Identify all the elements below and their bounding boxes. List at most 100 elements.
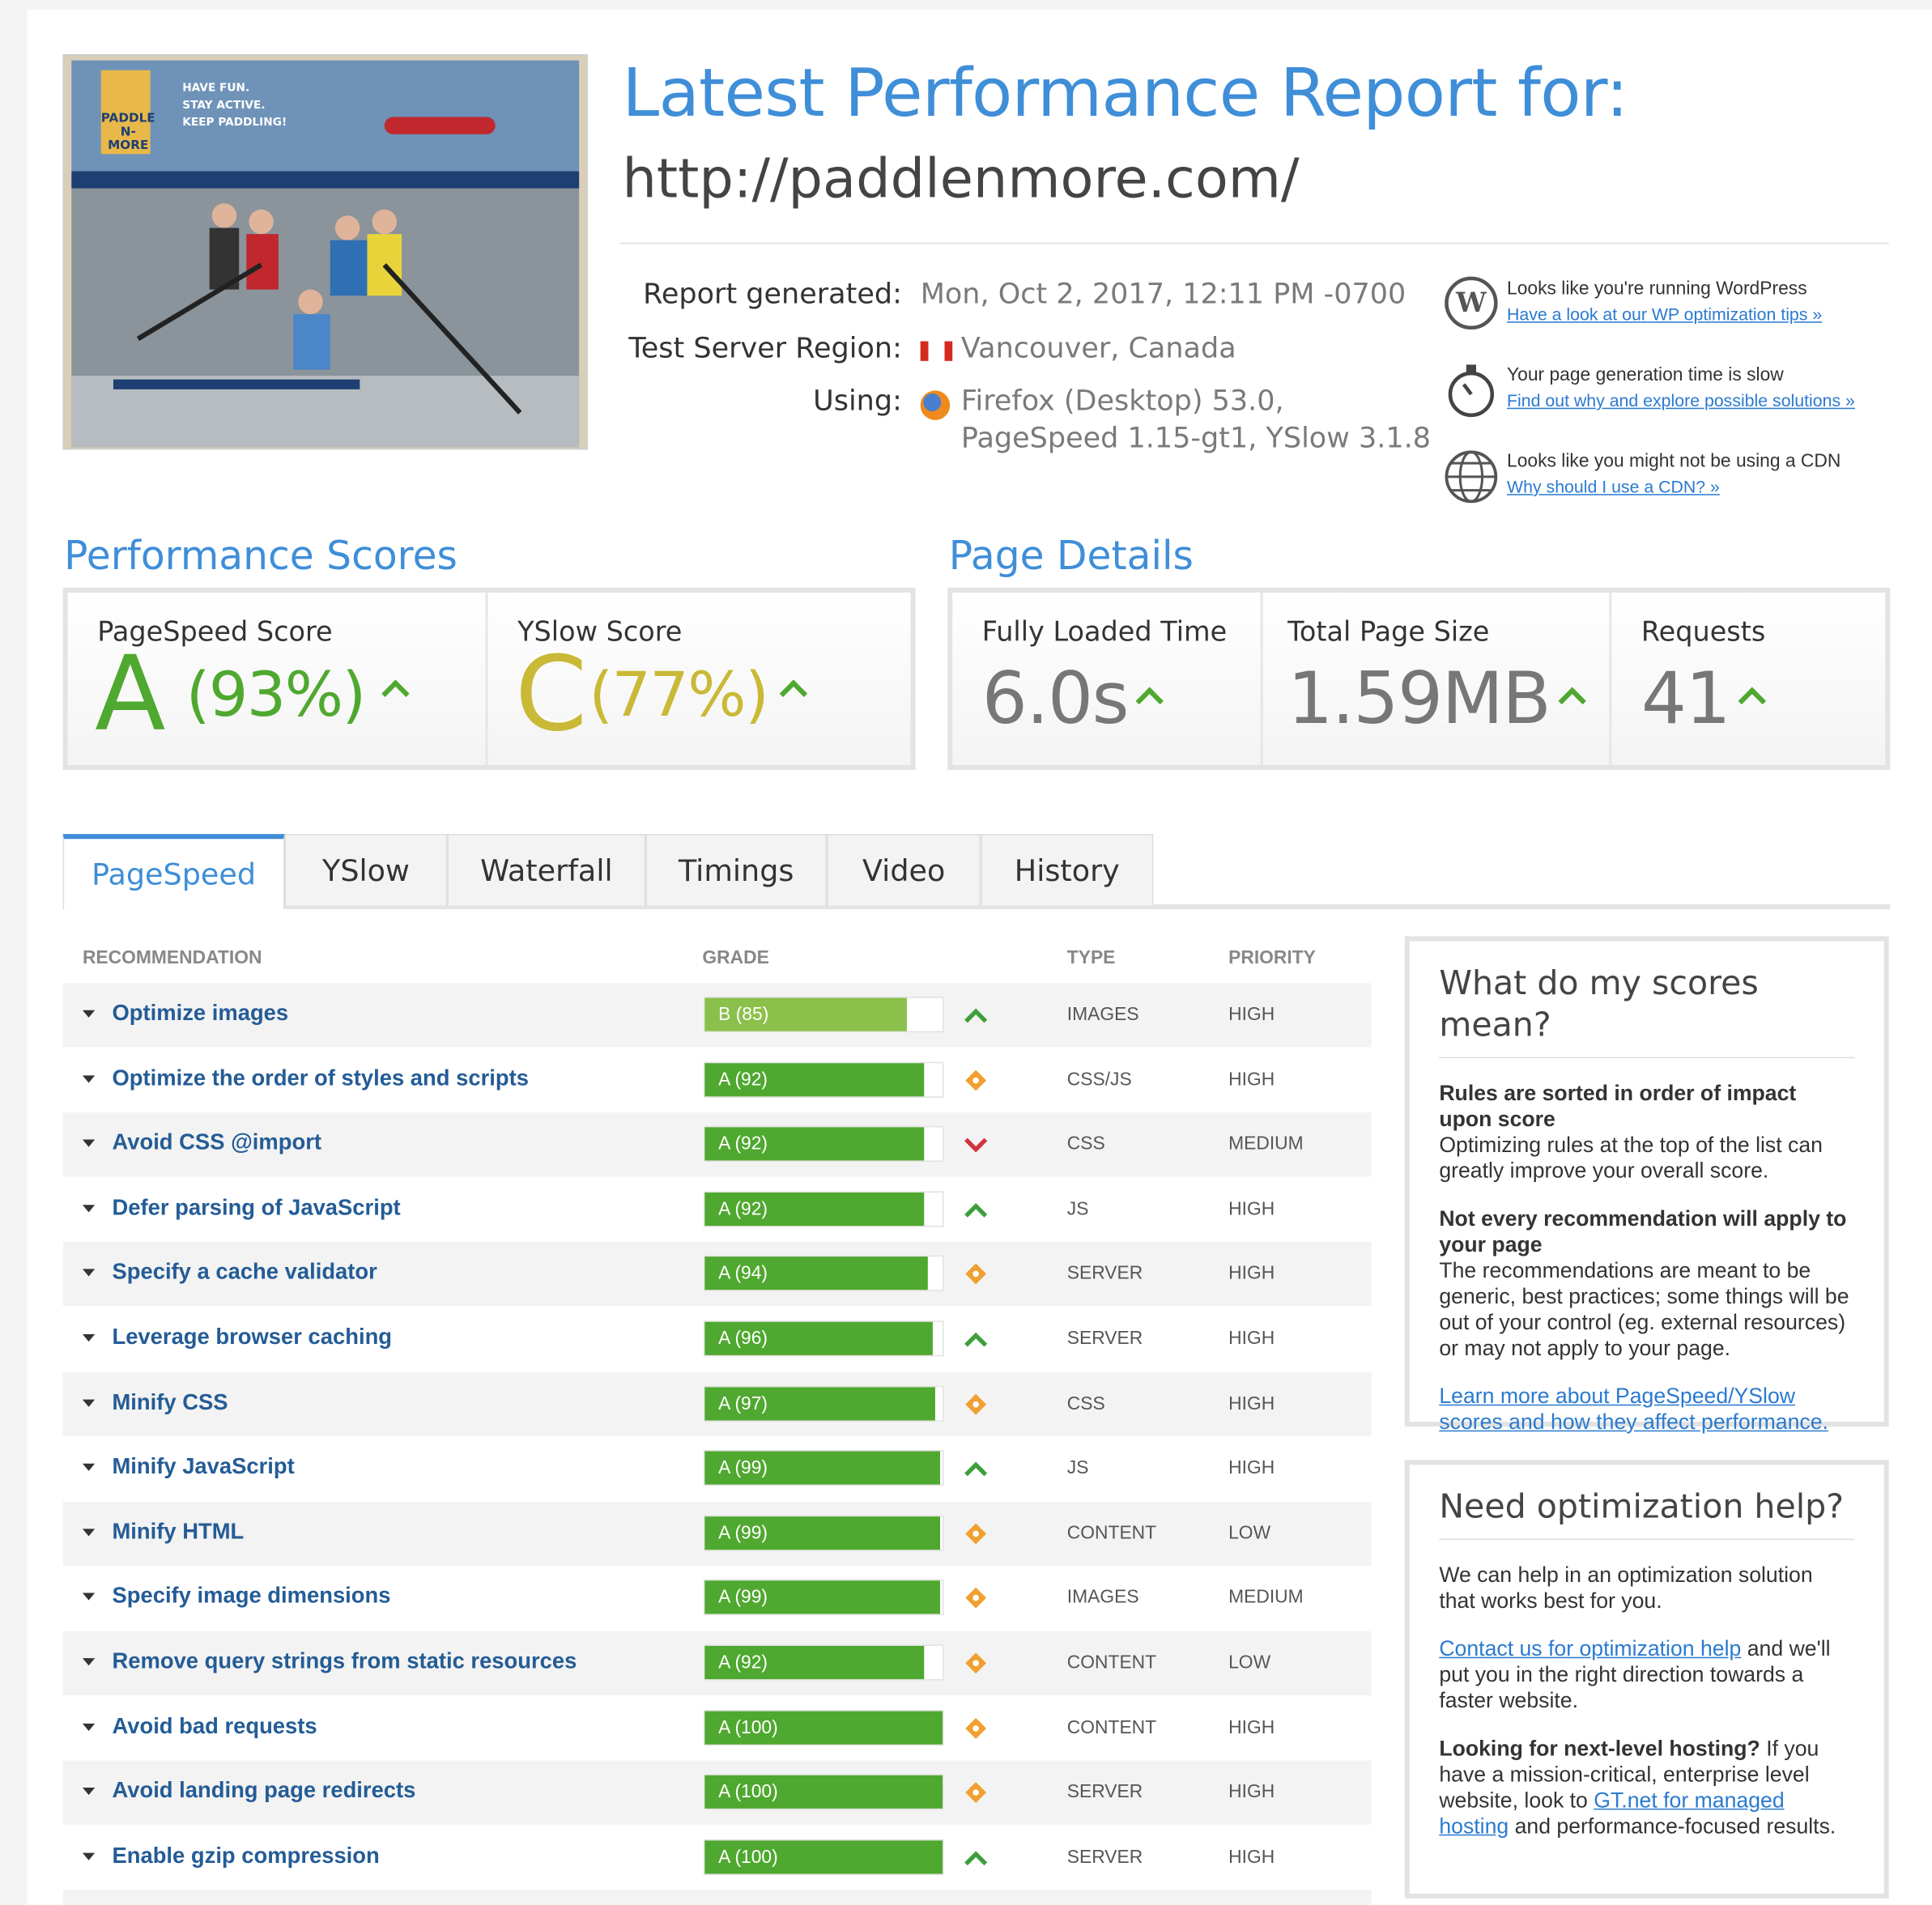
expand-arrow (82, 1593, 96, 1601)
recommendation-row[interactable]: Avoid CSS @import A (92) CSS MEDIUM (62, 1112, 1372, 1177)
tagline-line: KEEP PADDLING! (182, 117, 287, 130)
notice-text: Looks like you might not be using a CDN (1507, 450, 1841, 472)
recommendation-row[interactable]: Specify image dimensions A (99) IMAGES MEDI… (62, 1566, 1372, 1631)
notice-link[interactable]: Have a look at our WP optimization tips … (1507, 304, 1823, 325)
recommendation-row[interactable]: Optimize the order of styles and scripts… (62, 1048, 1372, 1112)
trend-icon (962, 1457, 989, 1479)
expand-arrow (82, 1204, 96, 1213)
info-label: Report generated: (643, 278, 902, 311)
type: JS (1066, 1198, 1089, 1220)
priority: HIGH (1228, 1716, 1275, 1738)
tab[interactable]: Video (827, 834, 981, 906)
tab[interactable]: Waterfall (447, 834, 646, 906)
tab[interactable]: PageSpeed (62, 834, 285, 909)
recommendation-row[interactable]: Minify CSS A (97) CSS HIGH (62, 1371, 1372, 1436)
text: If you have a mission-critical, enterpri… (1439, 1736, 1819, 1813)
link[interactable]: Contact us for optimization help (1439, 1635, 1742, 1661)
recommendation-name: Avoid CSS @import (112, 1129, 322, 1155)
tab[interactable]: YSlow (284, 834, 448, 906)
expand-arrow (82, 1788, 96, 1796)
score-percent: (77%) (589, 659, 768, 731)
grade-bar (704, 997, 908, 1031)
sidebar-paragraph: Not every recommendation will apply to y… (1439, 1206, 1854, 1362)
grade-bar (704, 1062, 924, 1096)
recommendation-row[interactable]: Minify HTML A (99) CONTENT LOW (62, 1501, 1372, 1566)
recommendation-name: Minify JavaScript (112, 1453, 295, 1479)
wordpress-icon-letter: W (1455, 287, 1487, 318)
recommendation-name: Minify HTML (112, 1518, 245, 1544)
priority: HIGH (1228, 1846, 1275, 1868)
notice-link[interactable]: Why should I use a CDN? » (1507, 476, 1720, 497)
grade-label: B (85) (718, 1004, 769, 1026)
type: IMAGES (1066, 1587, 1139, 1609)
grade-track: A (94) (703, 1256, 944, 1292)
detail-cell: Total Page Size 1.59MB (1258, 592, 1612, 765)
link[interactable]: GT.net for managed hosting (1439, 1787, 1785, 1839)
notice-icons: W (1445, 276, 1498, 504)
grade-track: A (99) (703, 1450, 944, 1486)
sidebar-paragraph: Looking for next-level hosting? If you h… (1439, 1736, 1854, 1839)
column-header: PRIORITY (1228, 947, 1316, 969)
recommendation-row[interactable]: Minify JavaScript A (99) JS HIGH (62, 1436, 1372, 1501)
trend-icon (962, 1652, 989, 1674)
notice-link[interactable]: Find out why and explore possible soluti… (1507, 390, 1855, 410)
bold-text: Not every recommendation will apply to y… (1439, 1206, 1847, 1257)
recommendation-row[interactable]: Leverage browser caching A (96) SERVER HIGH (62, 1307, 1372, 1371)
tab[interactable]: History (981, 834, 1154, 906)
info-value: Mon, Oct 2, 2017, 12:11 PM -0700 (920, 278, 1406, 311)
info-value: PageSpeed 1.15-gt1, YSlow 3.1.8 (960, 422, 1432, 455)
recommendation-row[interactable]: Optimize images B (85) IMAGES HIGH (62, 983, 1372, 1048)
score-arrow (779, 679, 808, 708)
recommendation-row[interactable]: Avoid bad requests A (100) CONTENT HIGH (62, 1695, 1372, 1760)
type: CSS/JS (1066, 1069, 1132, 1091)
section-title: Page Details (948, 532, 1194, 580)
recommendation-name: Avoid bad requests (112, 1713, 317, 1738)
grade-bar (704, 1127, 924, 1161)
recommendation-row[interactable]: Enable gzip compression A (100) SERVER HIGH (62, 1825, 1372, 1890)
sidebar-paragraph: Learn more about PageSpeed/YSlow scores … (1439, 1384, 1854, 1435)
text: and we'll put you in the right direction… (1439, 1635, 1831, 1713)
tab[interactable]: Timings (645, 834, 828, 906)
score-cell: YSlow Score C (77%) (488, 593, 911, 765)
recommendation-row[interactable]: Defer parsing of JavaScript A (92) JS HIGH (62, 1177, 1372, 1242)
detail-arrow (1558, 687, 1586, 716)
expand-arrow (82, 1269, 96, 1278)
priority: HIGH (1228, 1328, 1275, 1350)
score-label: PageSpeed Score (97, 617, 333, 648)
tagline-line: STAY ACTIVE. (182, 100, 266, 113)
expand-arrow (82, 1658, 96, 1666)
grade-label: A (92) (718, 1652, 768, 1673)
score-grade: C (515, 633, 588, 755)
grade-label: A (100) (718, 1781, 778, 1803)
detail-label: Requests (1640, 617, 1766, 648)
grade-label: A (92) (718, 1133, 768, 1155)
type: CONTENT (1066, 1522, 1157, 1544)
trend-icon (962, 1263, 989, 1285)
grade-track: A (92) (703, 1644, 944, 1681)
grade-track: A (99) (703, 1580, 944, 1616)
grade-track: A (97) (703, 1385, 944, 1422)
scores-box: PageSpeed Score A (93%) YSlow Score C (77%) (62, 587, 916, 771)
priority: HIGH (1228, 1263, 1275, 1285)
grade-label: A (96) (718, 1328, 768, 1350)
recommendation-row[interactable]: Specify a cache validator A (94) SERVER HIG… (62, 1242, 1372, 1307)
recommendation-row[interactable]: Avoid landing page redirects A (100) SERVE… (62, 1760, 1372, 1825)
priority: HIGH (1228, 1004, 1275, 1026)
grade-label: A (99) (718, 1522, 768, 1544)
text: We can help in an optimization solution … (1439, 1562, 1813, 1613)
report-title: Latest Performance Report for: (622, 53, 1628, 132)
recommendation-row[interactable]: Remove query strings from static resourc… (62, 1631, 1372, 1695)
stopwatch-hand (1462, 383, 1473, 396)
recommendation-name: Minify CSS (112, 1388, 228, 1414)
bold-text: Rules are sorted in order of impact upon… (1439, 1080, 1797, 1131)
priority: HIGH (1228, 1457, 1275, 1479)
score-arrow (381, 679, 410, 708)
trend-icon (962, 1393, 989, 1415)
priority: HIGH (1228, 1781, 1275, 1803)
score-percent: (93%) (185, 659, 366, 731)
priority: LOW (1228, 1652, 1271, 1673)
recommendation-name: Leverage browser caching (112, 1324, 393, 1350)
info-label: Using: (813, 385, 902, 418)
link[interactable]: Learn more about PageSpeed/YSlow scores … (1439, 1383, 1828, 1435)
grade-track: A (92) (703, 1061, 944, 1098)
